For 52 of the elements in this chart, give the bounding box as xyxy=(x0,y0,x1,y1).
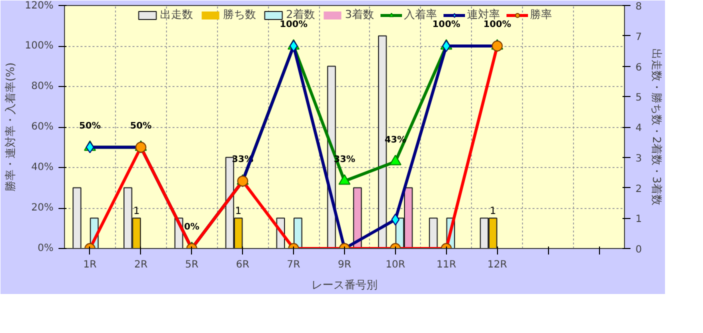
x-tick-label: 10R xyxy=(386,260,406,270)
bar xyxy=(378,35,387,248)
y-tick-label: 20% xyxy=(31,202,54,214)
x-tick-label: 9R xyxy=(338,260,352,270)
legend-label: 勝ち数 xyxy=(223,7,256,22)
data-label: 100% xyxy=(483,20,512,30)
y-tick-label: 100% xyxy=(24,40,54,52)
bar xyxy=(353,187,362,248)
data-label: 50% xyxy=(130,121,152,132)
data-label: 1 xyxy=(235,206,242,218)
data-label: 50% xyxy=(79,121,101,132)
x-tick-label: 6R xyxy=(236,260,250,270)
y2-tick-label: 2 xyxy=(636,184,642,195)
x-tick-label: 1R xyxy=(83,260,97,270)
data-label: 0% xyxy=(184,222,200,232)
point xyxy=(389,154,402,166)
legend-label: 出走数 xyxy=(160,7,193,22)
legend-label: 2着数 xyxy=(286,7,315,21)
data-label: 100% xyxy=(280,20,308,30)
y2-tick-label: 0 xyxy=(636,244,642,256)
legend-label: 入着率 xyxy=(404,7,437,21)
y2-tick-label: 8 xyxy=(636,2,642,12)
y2-tick-label: 7 xyxy=(636,32,642,43)
legend-label: 3着数 xyxy=(345,7,374,22)
bar xyxy=(72,187,82,248)
data-label: 1 xyxy=(133,206,140,218)
y-axis-title: 勝率・連対率・入着率(%) xyxy=(4,62,17,192)
x-tick-label: 7R xyxy=(286,260,300,270)
y2-tick-label: 3 xyxy=(636,153,642,164)
data-label: 100% xyxy=(432,20,460,30)
point xyxy=(86,141,94,154)
bar xyxy=(428,218,438,248)
x-tick-label: 2R xyxy=(134,260,148,270)
point xyxy=(338,174,350,185)
y-tick-label: 120% xyxy=(24,0,54,12)
y-tick-label: 0% xyxy=(38,243,54,254)
x-tick-label: 12R xyxy=(487,260,508,270)
y-tick-label: 60% xyxy=(31,122,54,132)
x-axis-title: レース番号別 xyxy=(312,278,378,292)
legend-label: 連対率 xyxy=(467,7,500,21)
y-tick-label: 40% xyxy=(31,162,54,173)
legend-label: 勝率 xyxy=(530,7,552,22)
y-tick-label: 80% xyxy=(31,81,54,92)
bar xyxy=(294,218,302,248)
y2-tick-label: 5 xyxy=(636,92,642,104)
y2-tick-label: 1 xyxy=(636,214,642,226)
data-label: 1 xyxy=(490,206,496,218)
y2-tick-label: 6 xyxy=(636,62,642,74)
y2-axis-title: 出走数・勝ち数・2着数・3着数 xyxy=(650,48,663,206)
y2-tick-label: 4 xyxy=(636,123,642,134)
x-tick-label: 5R xyxy=(185,260,198,270)
x-tick-label: 11R xyxy=(436,260,456,270)
